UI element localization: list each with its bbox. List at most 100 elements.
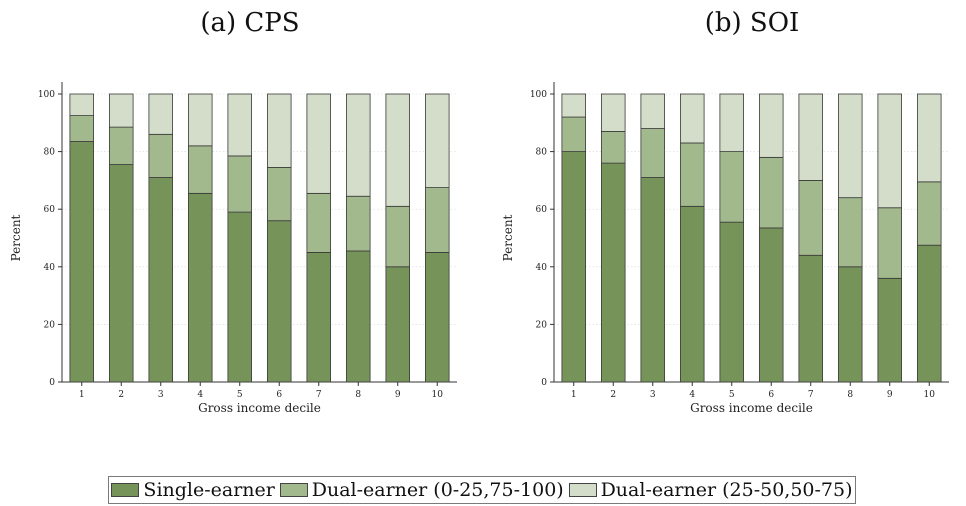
soi-bar-7-dual_low: [798, 180, 823, 256]
cps-bar-1-dual_low: [69, 115, 95, 142]
soi-bar-10-single: [916, 244, 942, 383]
soi-ytick-label-80: 80: [536, 148, 548, 158]
cps-bar-3-dual_mid: [148, 93, 173, 135]
chart-legend: Single-earner Dual-earner (0-25,75-100) …: [108, 476, 856, 504]
soi-xtick-label-3: 3: [650, 390, 656, 400]
cps-xtick-label-9: 9: [395, 390, 401, 400]
cps-y-axis-label: Percent: [9, 214, 23, 261]
soi-y-axis-label: Percent: [501, 214, 515, 261]
cps-bar-4-single: [187, 192, 213, 383]
soi-bar-6-dual_low: [758, 156, 784, 229]
cps-xtick-label-7: 7: [316, 390, 322, 400]
cps-xtick-label-1: 1: [79, 390, 85, 400]
soi-bar-3-single: [640, 177, 665, 383]
cps-bar-5-single: [227, 211, 252, 383]
soi-xtick-label-9: 9: [887, 390, 893, 400]
soi-bar-9-dual_mid: [877, 93, 902, 209]
soi-ytick-label-20: 20: [536, 320, 548, 330]
legend-swatch-dual-earner-middle: [568, 483, 597, 497]
soi-bar-2-dual_low: [601, 131, 626, 164]
soi-bar-8-single: [837, 266, 863, 383]
cps-bar-8-dual_mid: [345, 93, 371, 197]
soi-bar-9-single: [877, 277, 902, 383]
legend-item-single-earner: Single-earner: [111, 479, 275, 501]
soi-xtick-label-7: 7: [808, 390, 814, 400]
soi-bar-10-dual_low: [916, 181, 942, 246]
soi-xtick-label-10: 10: [924, 390, 936, 400]
chart-title-soi: (b) SOI: [704, 8, 800, 38]
cps-xtick-label-2: 2: [118, 390, 124, 400]
cps-ytick-label-40: 40: [44, 263, 56, 273]
cps-bar-7-single: [306, 251, 331, 383]
chart-cps: 0 20 40 60 80 100 1 2 3 4 5 6 7 8 9 10 Gross income deci…: [9, 82, 457, 415]
cps-bar-6-dual_low: [266, 167, 292, 222]
cps-bar-3-dual_low: [148, 133, 173, 178]
soi-xtick-label-4: 4: [689, 390, 695, 400]
cps-bar-8-dual_low: [345, 195, 371, 252]
chart-soi: 0 20 40 60 80 100 1 2 3 4 5 6 7 8 9 10 Gross income deci…: [501, 82, 949, 415]
cps-xtick-label-8: 8: [355, 390, 361, 400]
soi-bar-9-dual_low: [877, 207, 902, 279]
soi-x-axis-label: Gross income decile: [690, 401, 813, 415]
cps-bar-9-single: [385, 266, 410, 383]
soi-bar-4-single: [679, 205, 705, 383]
cps-bar-9-dual_low: [385, 205, 410, 268]
soi-bar-4-dual_mid: [679, 93, 705, 144]
cps-bar-2-single: [109, 164, 134, 383]
cps-bar-10-single: [424, 251, 450, 383]
cps-ytick-label-80: 80: [44, 148, 56, 158]
soi-ytick-label-100: 100: [530, 90, 547, 100]
cps-xtick-label-3: 3: [158, 390, 164, 400]
cps-bar-10-dual_mid: [424, 93, 450, 188]
cps-bar-1-dual_mid: [69, 93, 95, 117]
cps-bar-10-dual_low: [424, 187, 450, 253]
cps-xtick-label-6: 6: [276, 390, 282, 400]
soi-ytick-label-60: 60: [536, 205, 548, 215]
soi-ytick-label-0: 0: [541, 378, 547, 388]
cps-bar-3-single: [148, 177, 173, 383]
cps-bar-4-dual_mid: [187, 93, 213, 147]
soi-xtick-label-8: 8: [847, 390, 853, 400]
soi-bar-10-dual_mid: [916, 93, 942, 183]
chart-title-cps: (a) CPS: [200, 8, 300, 38]
cps-bar-2-dual_mid: [109, 93, 134, 128]
legend-label-single-earner: Single-earner: [143, 479, 275, 501]
soi-bar-6-dual_mid: [758, 93, 784, 158]
soi-bar-2-dual_mid: [601, 93, 626, 132]
legend-label-dual-earner-middle: Dual-earner (25-50,50-75): [600, 479, 853, 501]
legend-swatch-single-earner: [111, 483, 140, 497]
cps-xtick-label-4: 4: [197, 390, 203, 400]
cps-bar-8-single: [345, 250, 371, 383]
cps-ytick-label-20: 20: [44, 320, 56, 330]
cps-xtick-label-5: 5: [237, 390, 243, 400]
legend-item-dual-earner-outer: Dual-earner (0-25,75-100): [279, 479, 564, 501]
soi-bar-8-dual_low: [837, 197, 863, 268]
soi-bar-2-single: [601, 162, 626, 383]
cps-bar-2-dual_low: [109, 126, 134, 165]
soi-bar-3-dual_mid: [640, 93, 665, 129]
cps-bar-7-dual_mid: [306, 93, 331, 194]
legend-item-dual-earner-middle: Dual-earner (25-50,50-75): [568, 479, 853, 501]
cps-bar-7-dual_low: [306, 192, 331, 253]
cps-bar-5-dual_low: [227, 155, 252, 213]
soi-bar-5-dual_low: [719, 151, 744, 223]
cps-bar-6-single: [266, 220, 292, 383]
cps-bar-4-dual_low: [187, 145, 213, 194]
soi-bar-7-single: [798, 254, 823, 383]
legend-swatch-dual-earner-outer: [279, 483, 308, 497]
cps-xtick-label-10: 10: [432, 390, 444, 400]
soi-bar-5-single: [719, 221, 744, 383]
legend-label-dual-earner-outer: Dual-earner (0-25,75-100): [311, 479, 564, 501]
soi-xtick-label-5: 5: [729, 390, 735, 400]
cps-x-axis-label: Gross income decile: [198, 401, 321, 415]
soi-bar-5-dual_mid: [719, 93, 744, 152]
soi-xtick-label-6: 6: [768, 390, 774, 400]
soi-bar-1-dual_low: [561, 116, 587, 153]
soi-bar-1-single: [561, 151, 587, 383]
soi-bar-1-dual_mid: [561, 93, 587, 118]
soi-xtick-label-2: 2: [610, 390, 616, 400]
cps-bar-6-dual_mid: [266, 93, 292, 168]
soi-bar-6-single: [758, 227, 784, 383]
soi-xtick-label-1: 1: [571, 390, 577, 400]
cps-bar-5-dual_mid: [227, 93, 252, 157]
